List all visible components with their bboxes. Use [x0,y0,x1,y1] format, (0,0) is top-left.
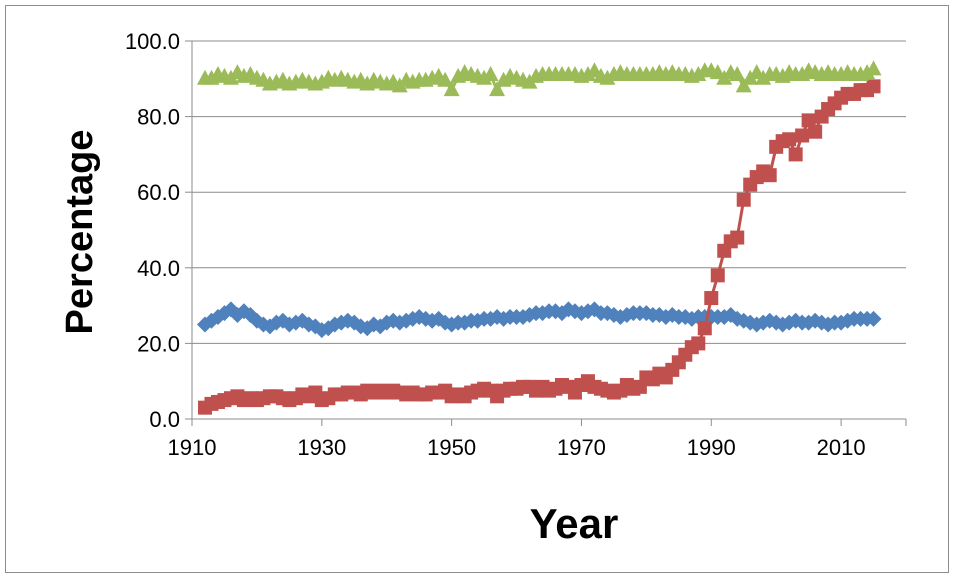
y-tick-label-5: 100.0 [125,29,180,54]
series-1-point-76 [691,336,705,350]
x-tick-label-5: 2010 [817,435,866,460]
series-1-point-78 [704,291,718,305]
x-tick-label-0: 1910 [168,435,217,460]
x-tick-label-4: 1990 [687,435,736,460]
y-tick-label-4: 80.0 [137,105,180,130]
series-line-1 [205,86,874,407]
series-1-point-82 [730,231,744,245]
series-1-point-94 [808,125,822,139]
series-1-point-92 [795,129,809,143]
series-1-point-79 [711,268,725,282]
y-tick-label-0: 0.0 [149,407,180,432]
x-tick-label-3: 1970 [557,435,606,460]
y-tick-label-1: 20.0 [137,331,180,356]
series-1-point-90 [782,132,796,146]
series-1-point-91 [789,147,803,161]
x-axis-title: Year [530,500,619,547]
series-layer [197,60,882,414]
series-1-point-103 [867,79,881,93]
y-tick-label-2: 40.0 [137,256,180,281]
series-1-point-77 [698,321,712,335]
series-1-point-87 [763,168,777,182]
x-tick-label-1: 1930 [297,435,346,460]
y-axis-title: Percentage [59,130,101,335]
y-tick-label-3: 60.0 [137,180,180,205]
axes [185,41,906,426]
x-tick-label-2: 1950 [427,435,476,460]
series-1-point-83 [737,193,751,207]
